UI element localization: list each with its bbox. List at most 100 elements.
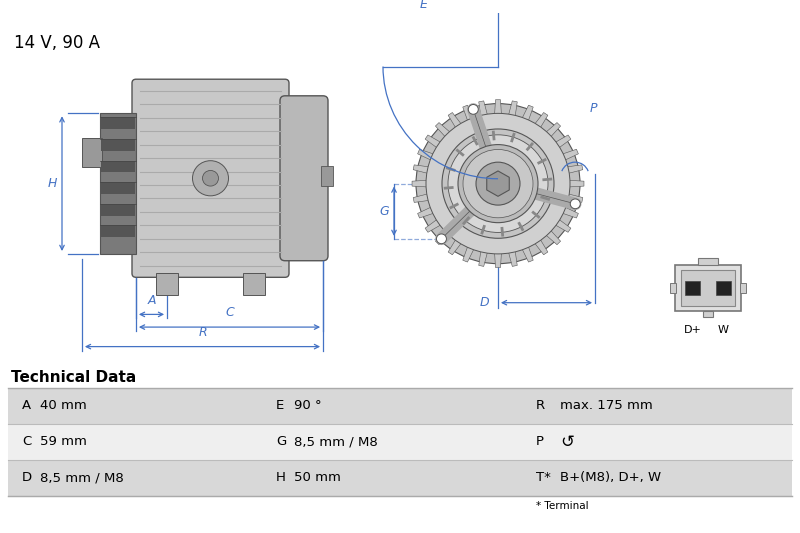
Polygon shape [494, 252, 502, 268]
Bar [243, 273, 265, 295]
Bar [740, 283, 746, 293]
Bar [321, 166, 333, 185]
Bar [101, 117, 135, 129]
Polygon shape [418, 207, 434, 218]
Polygon shape [435, 123, 451, 138]
Circle shape [463, 149, 533, 218]
Text: T*: T* [536, 471, 551, 484]
Text: C: C [225, 306, 234, 319]
Polygon shape [413, 193, 430, 203]
FancyBboxPatch shape [681, 270, 735, 305]
Polygon shape [562, 149, 578, 160]
Polygon shape [522, 105, 534, 122]
Polygon shape [478, 250, 488, 266]
Polygon shape [545, 123, 561, 138]
Circle shape [458, 144, 538, 223]
Text: W: W [718, 325, 729, 335]
Text: 90 °: 90 ° [294, 399, 322, 412]
Text: C: C [22, 435, 31, 448]
Bar [82, 138, 102, 167]
Text: A: A [22, 399, 31, 412]
Bar [156, 273, 178, 295]
Polygon shape [566, 193, 583, 203]
Bar [100, 114, 136, 254]
Polygon shape [494, 100, 502, 116]
Polygon shape [554, 219, 571, 232]
Text: H: H [47, 177, 57, 190]
Polygon shape [486, 171, 510, 196]
Polygon shape [545, 230, 561, 245]
Text: E: E [276, 399, 284, 412]
Bar [101, 160, 135, 172]
Bar [101, 182, 135, 194]
Polygon shape [554, 135, 571, 149]
Text: R: R [198, 326, 207, 339]
Polygon shape [508, 101, 518, 117]
Bar [101, 204, 135, 216]
Circle shape [570, 199, 580, 209]
Text: 8,5 mm / M8: 8,5 mm / M8 [294, 435, 378, 448]
Bar [685, 281, 700, 295]
Text: 50 mm: 50 mm [294, 471, 341, 484]
Bar [8, 387, 792, 424]
Polygon shape [413, 165, 430, 174]
Text: P: P [590, 102, 598, 115]
FancyBboxPatch shape [675, 264, 741, 311]
Bar [8, 424, 792, 460]
Polygon shape [534, 238, 548, 255]
Polygon shape [478, 101, 488, 117]
Bar [8, 460, 792, 496]
Text: max. 175 mm: max. 175 mm [560, 399, 653, 412]
Polygon shape [562, 207, 578, 218]
Text: D+: D+ [684, 325, 702, 335]
Polygon shape [412, 180, 428, 187]
Bar [101, 225, 135, 237]
Polygon shape [462, 105, 474, 122]
Text: G: G [379, 205, 389, 218]
Text: * Terminal: * Terminal [536, 501, 589, 511]
Text: B+(M8), D+, W: B+(M8), D+, W [560, 471, 661, 484]
Circle shape [193, 160, 229, 196]
Text: E: E [419, 0, 427, 11]
Text: 14 V, 90 A: 14 V, 90 A [14, 34, 100, 52]
FancyBboxPatch shape [280, 96, 328, 261]
Text: A: A [147, 294, 156, 306]
Circle shape [426, 114, 570, 254]
Bar [703, 311, 713, 317]
Text: Technical Data: Technical Data [11, 370, 136, 385]
Text: H: H [276, 471, 286, 484]
Polygon shape [462, 245, 474, 262]
Text: P: P [536, 435, 544, 448]
Circle shape [476, 162, 520, 205]
Text: G: G [276, 435, 286, 448]
Text: 8,5 mm / M8: 8,5 mm / M8 [40, 471, 124, 484]
Circle shape [468, 104, 478, 114]
Circle shape [202, 171, 218, 186]
Polygon shape [566, 165, 583, 174]
Circle shape [416, 103, 580, 264]
Text: D: D [22, 471, 32, 484]
Circle shape [448, 135, 548, 232]
Polygon shape [425, 219, 442, 232]
Polygon shape [448, 238, 462, 255]
Text: ↺: ↺ [560, 433, 574, 451]
Polygon shape [425, 135, 442, 149]
Polygon shape [568, 180, 584, 187]
Bar [101, 139, 135, 151]
Bar [698, 258, 718, 264]
Polygon shape [534, 112, 548, 129]
Polygon shape [448, 112, 462, 129]
Text: 40 mm: 40 mm [40, 399, 86, 412]
Bar [716, 281, 731, 295]
Text: D: D [479, 296, 489, 309]
Polygon shape [508, 250, 518, 266]
Bar [670, 283, 676, 293]
FancyBboxPatch shape [132, 79, 289, 277]
Polygon shape [418, 149, 434, 160]
Circle shape [442, 129, 554, 238]
Text: R: R [536, 399, 545, 412]
Polygon shape [435, 230, 451, 245]
Circle shape [437, 234, 446, 244]
Text: 59 mm: 59 mm [40, 435, 87, 448]
Polygon shape [522, 245, 534, 262]
